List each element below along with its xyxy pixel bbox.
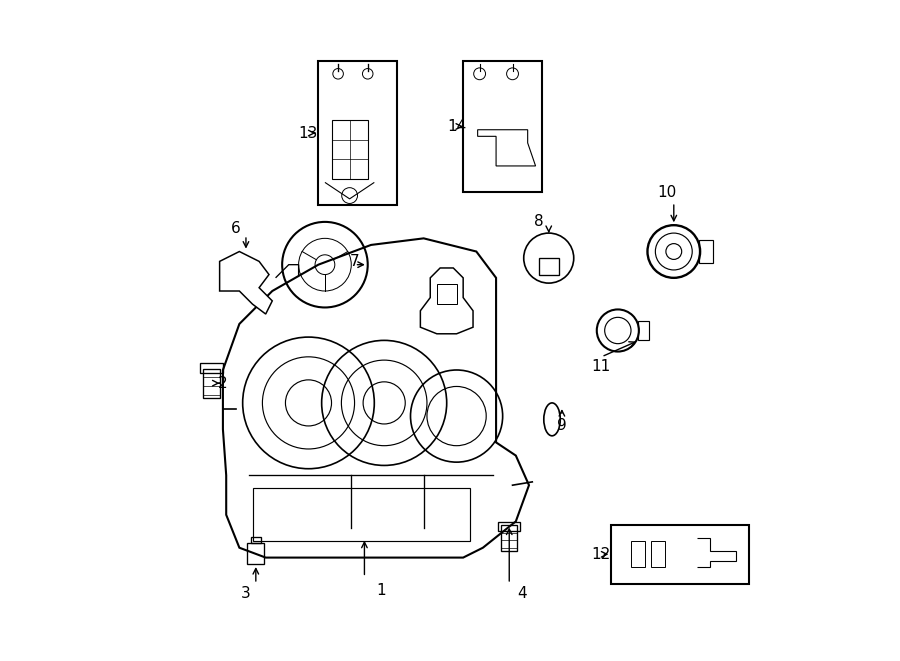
Bar — [436, 284, 456, 304]
Bar — [651, 541, 665, 567]
Bar — [250, 537, 261, 543]
Bar — [539, 258, 559, 274]
PathPatch shape — [220, 252, 273, 314]
Bar — [464, 61, 542, 192]
Bar — [203, 369, 220, 398]
Text: 4: 4 — [518, 586, 527, 602]
Text: 10: 10 — [658, 185, 677, 200]
Bar — [253, 488, 470, 541]
Text: 8: 8 — [534, 214, 544, 229]
Text: 5: 5 — [432, 274, 442, 289]
Bar — [631, 541, 645, 567]
Bar — [698, 240, 714, 263]
Bar — [248, 543, 265, 564]
Text: 12: 12 — [592, 547, 611, 562]
Bar — [319, 61, 397, 206]
Text: 1: 1 — [376, 583, 386, 598]
Text: 11: 11 — [592, 359, 611, 374]
Bar — [498, 522, 520, 531]
Text: 9: 9 — [557, 418, 567, 434]
Bar — [637, 321, 650, 340]
Bar — [501, 525, 518, 551]
Text: 14: 14 — [447, 119, 466, 134]
PathPatch shape — [478, 130, 536, 166]
Text: 3: 3 — [241, 586, 251, 602]
Text: 13: 13 — [299, 126, 319, 141]
PathPatch shape — [223, 239, 529, 558]
Text: 6: 6 — [231, 221, 241, 236]
PathPatch shape — [420, 268, 473, 334]
Bar — [331, 120, 368, 179]
Text: 2: 2 — [218, 375, 228, 391]
Bar — [200, 364, 223, 373]
Text: 7: 7 — [350, 254, 359, 269]
Bar — [611, 525, 750, 584]
